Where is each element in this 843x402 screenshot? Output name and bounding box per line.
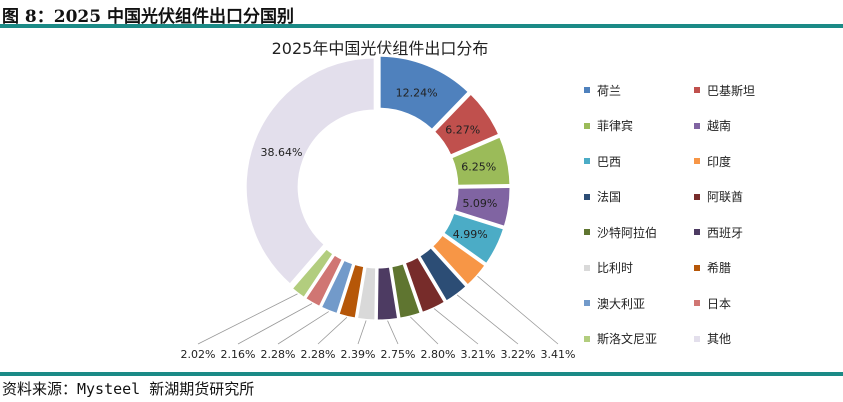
legend-swatch: [584, 193, 590, 200]
legend-swatch: [584, 87, 590, 93]
legend-label: 巴西: [597, 154, 622, 169]
legend-label: 沙特阿拉伯: [597, 225, 658, 240]
leader-line: [456, 294, 519, 345]
slice-其他: [243, 55, 377, 288]
legend-item: 法国: [584, 187, 694, 207]
data-label: 2.16%: [221, 348, 256, 361]
legend-item: 斯洛文尼亚: [584, 329, 694, 349]
data-label: 4.99%: [453, 228, 488, 241]
legend-label: 希腊: [707, 261, 732, 275]
legend-item: 希腊: [694, 258, 804, 278]
figure-header: 图 8：2025 中国光伏组件出口分国别: [2, 7, 294, 27]
legend-swatch: [694, 264, 700, 271]
data-label: 3.41%: [541, 348, 576, 361]
legend-item: 荷兰: [584, 80, 694, 100]
legend-label: 荷兰: [597, 83, 622, 98]
legend-item: 巴西: [584, 151, 694, 171]
data-label: 2.80%: [421, 348, 456, 361]
legend-swatch: [584, 229, 590, 235]
header-rule: [0, 24, 843, 28]
data-label: 38.64%: [261, 146, 303, 159]
legend-item: 日本: [694, 293, 804, 313]
data-label: 2.75%: [381, 348, 416, 361]
data-label: 2.02%: [181, 348, 216, 361]
legend-label: 阿联酋: [707, 190, 744, 204]
source-note: 资料来源：Mysteel 新湖期货研究所: [2, 380, 255, 398]
data-label: 2.39%: [341, 348, 376, 361]
legend-item: 阿联酋: [694, 187, 804, 207]
data-label: 6.25%: [461, 160, 496, 173]
leader-line: [357, 320, 367, 345]
legend-label: 菲律宾: [597, 119, 634, 133]
legend-label: 其他: [707, 332, 732, 346]
legend-item: 其他: [694, 329, 804, 349]
legend-swatch: [694, 193, 700, 200]
data-label: 3.22%: [501, 348, 536, 361]
legend: 荷兰 巴基斯坦菲律宾 越南巴西 印度法国 阿联酋沙特阿拉伯 西班牙比利时 希腊澳大利亚 日本斯…: [584, 80, 834, 349]
legend-label: 日本: [707, 296, 732, 311]
legend-item: 沙特阿拉伯: [584, 222, 694, 242]
slice-荷兰: [377, 53, 472, 133]
leader-line: [317, 317, 348, 345]
legend-swatch: [694, 300, 700, 306]
leader-line: [410, 316, 439, 345]
legend-label: 巴基斯坦: [707, 83, 756, 98]
legend-item: 菲律宾: [584, 116, 694, 136]
legend-label: 越南: [707, 119, 732, 133]
data-label: 2.28%: [261, 348, 296, 361]
leader-line: [237, 303, 313, 345]
legend-swatch: [584, 158, 590, 164]
legend-swatch: [694, 158, 700, 164]
legend-swatch: [584, 300, 590, 306]
footer-rule: [0, 372, 843, 376]
legend-label: 澳大利亚: [597, 296, 646, 311]
legend-item: 澳大利亚: [584, 293, 694, 313]
legend-swatch: [584, 335, 590, 342]
leader-line: [433, 308, 479, 345]
slice-斯洛文尼亚: [288, 245, 337, 301]
legend-swatch: [694, 229, 700, 235]
legend-swatch: [694, 87, 700, 93]
leader-line: [387, 320, 399, 345]
data-label: 2.28%: [301, 348, 336, 361]
legend-label: 印度: [707, 154, 732, 169]
leader-line: [277, 311, 329, 345]
legend-label: 法国: [597, 190, 622, 204]
legend-item: 巴基斯坦: [694, 80, 804, 100]
legend-item: 比利时: [584, 258, 694, 278]
legend-swatch: [584, 264, 590, 271]
chart-title: 2025年中国光伏组件出口分布: [271, 39, 489, 58]
leader-line: [477, 275, 559, 345]
legend-item: 印度: [694, 151, 804, 171]
legend-swatch: [694, 122, 700, 129]
data-label: 6.27%: [445, 123, 480, 136]
legend-swatch: [584, 122, 590, 129]
data-label: 12.24%: [396, 87, 438, 100]
legend-item: 西班牙: [694, 222, 804, 242]
legend-item: 越南: [694, 116, 804, 136]
legend-label: 斯洛文尼亚: [597, 332, 658, 346]
legend-swatch: [694, 335, 700, 342]
leader-line: [197, 293, 298, 345]
data-label: 5.09%: [462, 197, 497, 210]
legend-label: 西班牙: [707, 225, 744, 240]
data-label: 3.21%: [461, 348, 496, 361]
legend-label: 比利时: [597, 261, 634, 275]
